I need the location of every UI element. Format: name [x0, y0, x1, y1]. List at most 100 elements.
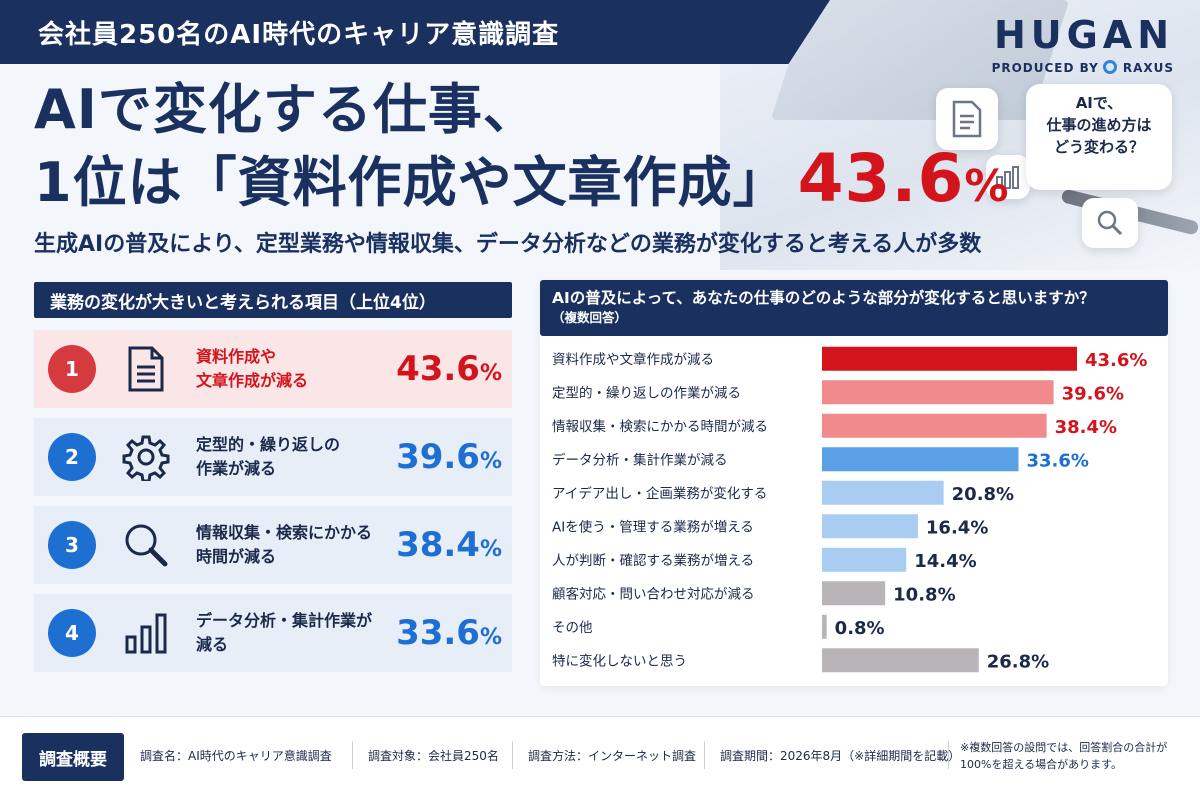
header-ribbon: 会社員250名のAI時代のキャリア意識調査 [0, 0, 830, 64]
bar-chart: 資料作成や文章作成が減る 43.6% 定型的・繰り返しの作業が減る 39.6% 情報収集… [552, 346, 1147, 673]
headline-line2: 1位は「資料作成や文章作成」 43.6% [34, 144, 1010, 222]
rank-label-line: 定型的・繰り返しの [196, 435, 341, 454]
raxus-logo-icon [1102, 60, 1117, 74]
rank-value-unit: % [479, 361, 502, 386]
rank-value: 43.6% [392, 349, 502, 389]
bar-chart-icon [116, 603, 176, 663]
bar [822, 413, 1047, 438]
magnifier-float-icon [1082, 198, 1138, 248]
rank-label: 資料作成や 文章作成が減る [196, 345, 392, 393]
bubble-line: AIで、 [1075, 94, 1123, 112]
bar [822, 614, 827, 639]
brand-logo: HUGAN PRODUCED BY RAXUS [992, 14, 1174, 75]
brand-name: HUGAN [993, 13, 1174, 57]
rank-label: データ分析・集計作業が 減る [196, 609, 392, 657]
chart-question: AIの普及によって、あなたの仕事のどのような部分が変化すると思いますか？ [552, 289, 1095, 307]
footer-divider [704, 741, 705, 769]
survey-method: 調査方法：インターネット調査 [528, 749, 697, 763]
headline-highlight-unit: % [964, 161, 1010, 212]
headline-highlight-number: 43.6 [797, 140, 965, 217]
value-label: 43.6% [1085, 350, 1147, 371]
bar [822, 514, 918, 539]
headline: AIで変化する仕事、 1位は「資料作成や文章作成」 43.6% [34, 78, 1010, 222]
bar [822, 581, 886, 606]
rank-value-number: 43.6 [396, 349, 480, 389]
rank-item-2: 2 定型的・繰り返しの 作業が減る 39.6% [34, 418, 512, 496]
headline-line2-text: 1位は「資料作成や文章作成」 [34, 151, 788, 214]
survey-summary-tag: 調査概要 [22, 733, 124, 781]
value-label: 39.6% [1062, 383, 1124, 404]
rank-value-unit: % [479, 449, 502, 474]
produced-by-label: PRODUCED BY [991, 61, 1099, 75]
rank-label: 定型的・繰り返しの 作業が減る [196, 433, 392, 481]
category-label: 資料作成や文章作成が減る [552, 351, 714, 368]
bar [822, 346, 1077, 371]
bar [822, 480, 944, 505]
value-label: 0.8% [835, 618, 885, 639]
ribbon-title: 会社員250名のAI時代のキャリア意識調査 [38, 19, 560, 50]
chart-question-header: AIの普及によって、あなたの仕事のどのような部分が変化すると思いますか？ （複数… [540, 280, 1168, 336]
rank-value-number: 38.4 [396, 525, 480, 565]
rank-item-4: 4 データ分析・集計作業が 減る 33.6% [34, 594, 512, 672]
rank-value-unit: % [479, 625, 502, 650]
category-label: データ分析・集計作業が減る [552, 451, 728, 468]
gear-icon [116, 427, 176, 487]
search-icon [116, 515, 176, 575]
value-label: 26.8% [987, 651, 1049, 672]
survey-name: 調査名：AI時代のキャリア意識調査 [140, 749, 332, 763]
document-float-icon [936, 88, 998, 150]
document-icon [116, 339, 176, 399]
ranking-panel-title: 業務の変化が大きいと考えられる項目（上位4位） [34, 282, 512, 318]
rank-value-unit: % [479, 537, 502, 562]
rank-number: 4 [48, 609, 96, 657]
rank-number: 3 [48, 521, 96, 569]
category-label: 特に変化しないと思う [552, 652, 687, 669]
rank-value: 38.4% [392, 525, 502, 565]
rank-label-line: 文章作成が減る [196, 371, 309, 390]
rank-value: 33.6% [392, 613, 502, 653]
speech-bubble: AIで、 仕事の進め方は どう変わる？ [1026, 84, 1172, 190]
rank-label-line: 時間が減る [196, 547, 277, 566]
value-label: 14.4% [914, 551, 976, 572]
company-name: RAXUS [1122, 61, 1174, 75]
category-label: 顧客対応・問い合わせ対応が減る [552, 585, 755, 602]
rank-number: 2 [48, 433, 96, 481]
rank-label-line: 情報収集・検索にかかる [196, 523, 373, 542]
value-label: 33.6% [1027, 450, 1089, 471]
brand-credit: PRODUCED BY RAXUS [992, 60, 1174, 75]
rank-item-1: 1 資料作成や 文章作成が減る 43.6% [34, 330, 512, 408]
bar [822, 380, 1054, 405]
footer-divider [948, 741, 949, 769]
value-label: 16.4% [926, 517, 988, 538]
footer-divider [352, 741, 353, 769]
survey-note: ※複数回答の設問では、回答割合の合計が100%を超える場合があります。 [960, 741, 1168, 771]
rank-label-line: 作業が減る [196, 459, 277, 478]
value-label: 38.4% [1055, 417, 1117, 438]
rank-label-line: 資料作成や [196, 347, 277, 366]
survey-period: 調査期間：2026年8月（※詳細期間を記載） [720, 749, 961, 763]
value-label: 20.8% [952, 484, 1014, 505]
survey-footer: 調査概要 調査名：AI時代のキャリア意識調査 調査対象：会社員250名 調査方法… [0, 716, 1200, 800]
category-label: 定型的・繰り返しの作業が減る [552, 384, 741, 401]
value-label: 10.8% [893, 584, 955, 605]
rank-value-number: 33.6 [396, 613, 480, 653]
bubble-line: どう変わる？ [1053, 138, 1144, 156]
category-label: 人が判断・確認する業務が増える [552, 553, 754, 569]
bar [822, 447, 1019, 472]
rank-value-number: 39.6 [396, 437, 480, 477]
headline-subtitle: 生成AIの普及により、定型業務や情報収集、データ分析などの業務が変化すると考える… [34, 232, 982, 257]
chart-float-icon [986, 155, 1030, 199]
category-label: 情報収集・検索にかかる時間が減る [552, 418, 768, 435]
survey-target: 調査対象：会社員250名 [368, 749, 499, 763]
rank-label: 情報収集・検索にかかる 時間が減る [196, 521, 392, 569]
chart-question-note: （複数回答） [552, 310, 628, 325]
headline-line1: AIで変化する仕事、 [34, 78, 538, 141]
category-label: アイデア出し・企画業務が変化する [552, 485, 767, 502]
rank-item-3: 3 情報収集・検索にかかる 時間が減る 38.4% [34, 506, 512, 584]
rank-number: 1 [48, 345, 96, 393]
category-label: AIを使う・管理する業務が増える [552, 518, 754, 535]
bar [822, 648, 979, 673]
bubble-line: 仕事の進め方は [1046, 116, 1152, 134]
rank-label-line: 減る [196, 635, 229, 654]
footer-divider [512, 741, 513, 769]
